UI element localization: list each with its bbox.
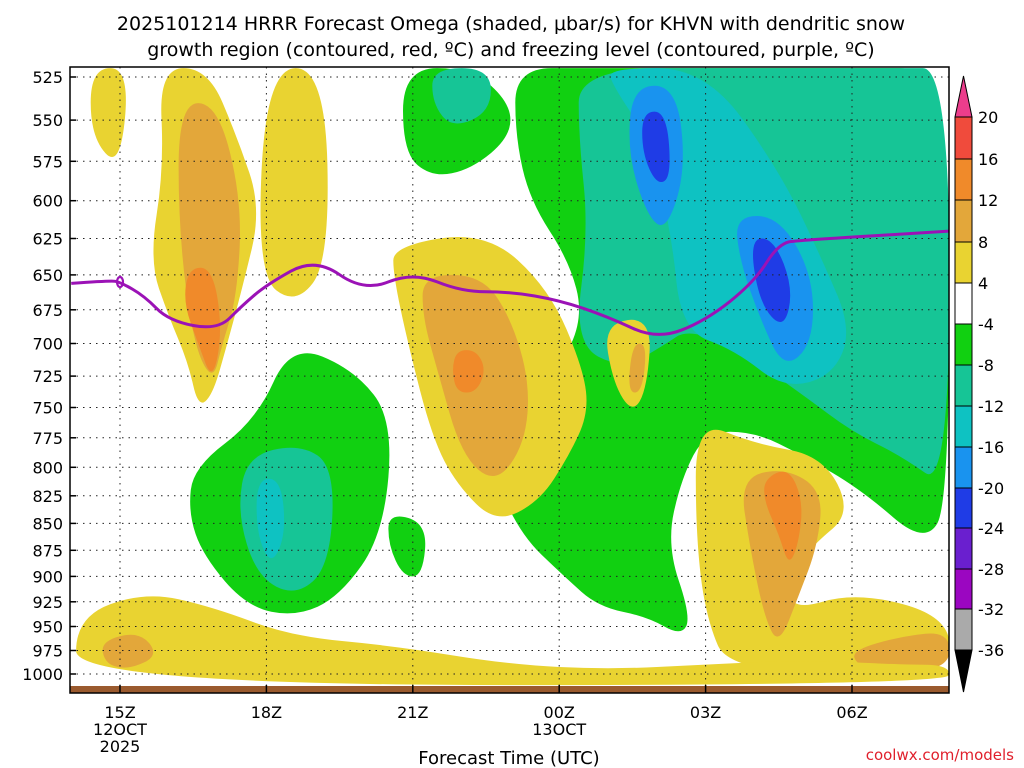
y-tick-label-925: 925 xyxy=(32,593,63,612)
colorbar-segment-10 xyxy=(954,487,973,529)
y-tick-label-675: 675 xyxy=(32,301,63,320)
y-tick-label-750: 750 xyxy=(32,399,63,418)
x-tick-label-21Z: 21Z xyxy=(397,703,428,722)
colorbar-segment-13 xyxy=(954,608,973,651)
colorbar-segment-1 xyxy=(954,116,973,160)
colorbar-segment-5 xyxy=(954,282,973,325)
colorbar-label--4: -4 xyxy=(978,315,994,334)
y-tick-label-700: 700 xyxy=(32,335,63,354)
colorbar-label--32: -32 xyxy=(978,600,1004,619)
y-tick-label-825: 825 xyxy=(32,487,63,506)
colorbar-segment-4 xyxy=(954,241,973,284)
y-tick-label-975: 975 xyxy=(32,642,63,661)
x-tick-label-15Z: 15Z 12OCT 2025 xyxy=(93,703,147,756)
x-tick-label-00Z: 00Z 13OCT xyxy=(532,703,586,739)
y-tick-label-725: 725 xyxy=(32,367,63,386)
ground-surface-band xyxy=(70,686,949,693)
omega-area-neg-10 xyxy=(388,516,426,577)
y-tick-label-600: 600 xyxy=(32,192,63,211)
colorbar: 20 16 12 8 4 -4 -8 -12 -16 -20 -24 -28 -32 -36 xyxy=(954,75,1004,693)
omega-shading xyxy=(76,68,949,686)
x-tick-label-06Z: 06Z xyxy=(836,703,867,722)
freezing-level-marker xyxy=(115,275,125,289)
plot-area xyxy=(69,66,950,694)
omega-area-pos-12 xyxy=(764,471,802,560)
credit-text: coolwx.com/models xyxy=(866,746,1014,764)
chart-title-line-1: 2025101214 HRRR Forecast Omega (shaded, … xyxy=(117,13,905,35)
colorbar-segment-7 xyxy=(954,364,973,407)
colorbar-segment-14 xyxy=(954,649,973,693)
y-tick-label-625: 625 xyxy=(32,230,63,249)
colorbar-segment-9 xyxy=(954,446,973,489)
y-tick-label-650: 650 xyxy=(32,266,63,285)
y-tick-label-950: 950 xyxy=(32,618,63,637)
y-tick-label-575: 575 xyxy=(32,152,63,171)
colorbar-segment-8 xyxy=(954,405,973,448)
omega-area-pos-0 xyxy=(90,68,126,158)
colorbar-label--12: -12 xyxy=(978,397,1004,416)
colorbar-label-20: 20 xyxy=(978,108,998,127)
colorbar-segment-12 xyxy=(954,568,973,610)
gridlines xyxy=(70,67,949,693)
colorbar-segment-6 xyxy=(954,323,973,366)
y-tick-label-800: 800 xyxy=(32,458,63,477)
omega-area-pos-7 xyxy=(453,350,484,393)
y-axis: 525 550 575 600 625 650 675 700 725 750 775 800 825 8… xyxy=(22,68,76,684)
colorbar-label--28: -28 xyxy=(978,560,1004,579)
colorbar-label-12: 12 xyxy=(978,191,998,210)
omega-area-neg-12 xyxy=(432,68,491,124)
omega-area-neg-5 xyxy=(642,111,670,182)
x-axis: 15Z 12OCT 2025 18Z 21Z 00Z 13OCT 03Z 06Z xyxy=(93,685,868,756)
omega-area-pos-9 xyxy=(629,343,646,393)
colorbar-label--20: -20 xyxy=(978,479,1004,498)
colorbar-segment-0 xyxy=(954,75,973,118)
omega-area-neg-9 xyxy=(256,478,285,559)
freezing-level-contour xyxy=(71,229,949,336)
colorbar-segment-3 xyxy=(954,199,973,243)
colorbar-label--8: -8 xyxy=(978,356,994,375)
omega-area-pos-14 xyxy=(76,596,949,686)
colorbar-segment-11 xyxy=(954,527,973,570)
colorbar-segment-2 xyxy=(954,158,973,201)
colorbar-label--36: -36 xyxy=(978,641,1004,660)
omega-area-neg-6 xyxy=(752,238,791,323)
y-tick-label-850: 850 xyxy=(32,514,63,533)
x-tick-label-18Z: 18Z xyxy=(251,703,282,722)
y-tick-label-875: 875 xyxy=(32,541,63,560)
colorbar-label--24: -24 xyxy=(978,519,1004,538)
y-tick-label-525: 525 xyxy=(32,68,63,87)
y-tick-label-900: 900 xyxy=(32,567,63,586)
y-tick-label-775: 775 xyxy=(32,429,63,448)
colorbar-label-4: 4 xyxy=(978,274,988,293)
chart-title-line-2: growth region (contoured, red, ºC) and f… xyxy=(147,39,874,61)
freezing-level-line xyxy=(71,229,949,336)
y-tick-label-1000: 1000 xyxy=(22,665,63,684)
omega-area-pos-3 xyxy=(185,267,221,372)
colorbar-label--16: -16 xyxy=(978,438,1004,457)
colorbar-label-8: 8 xyxy=(978,233,988,252)
plot-frame xyxy=(69,66,950,694)
x-axis-label: Forecast Time (UTC) xyxy=(418,748,599,768)
omega-area-pos-13 xyxy=(854,633,949,672)
omega-area-pos-4 xyxy=(260,68,328,297)
colorbar-label-16: 16 xyxy=(978,150,998,169)
x-tick-label-03Z: 03Z xyxy=(690,703,721,722)
y-tick-label-550: 550 xyxy=(32,111,63,130)
omega-area-pos-15 xyxy=(102,634,154,668)
